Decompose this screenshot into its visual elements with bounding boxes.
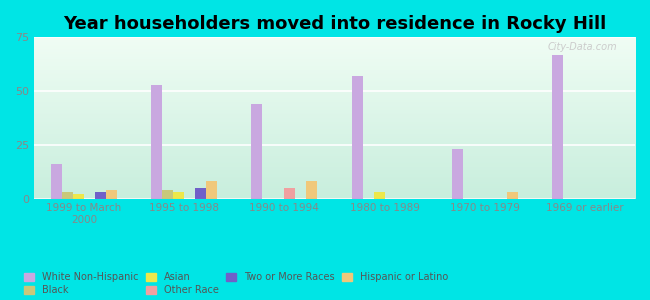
Bar: [352, 76, 363, 199]
Bar: [552, 55, 563, 199]
Bar: [162, 190, 173, 199]
Bar: [62, 192, 73, 199]
Bar: [73, 194, 84, 199]
Text: City-Data.com: City-Data.com: [547, 42, 617, 52]
Bar: [195, 188, 206, 199]
Bar: [106, 190, 117, 199]
Bar: [285, 188, 296, 199]
Bar: [507, 192, 518, 199]
Bar: [51, 164, 62, 199]
Bar: [306, 181, 317, 199]
Bar: [206, 181, 217, 199]
Bar: [374, 192, 385, 199]
Legend: White Non-Hispanic, Black, Asian, Other Race, Two or More Races, Hispanic or Lat: White Non-Hispanic, Black, Asian, Other …: [24, 272, 448, 295]
Bar: [452, 149, 463, 199]
Bar: [252, 104, 263, 199]
Bar: [173, 192, 184, 199]
Bar: [95, 192, 106, 199]
Bar: [151, 85, 162, 199]
Title: Year householders moved into residence in Rocky Hill: Year householders moved into residence i…: [63, 15, 606, 33]
